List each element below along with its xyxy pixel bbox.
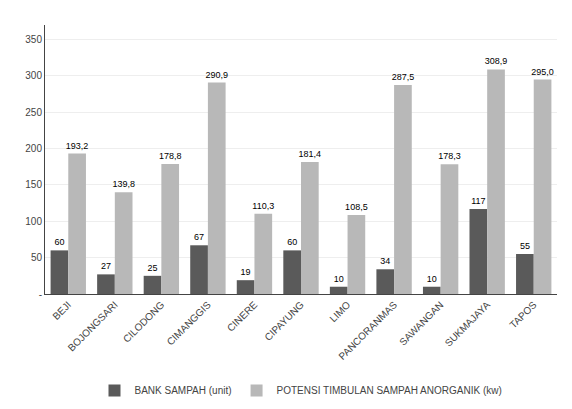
svg-text:19: 19 bbox=[241, 267, 251, 277]
svg-text:67: 67 bbox=[194, 232, 204, 242]
svg-text:178,3: 178,3 bbox=[438, 151, 461, 161]
svg-text:10: 10 bbox=[427, 274, 437, 284]
svg-text:-: - bbox=[39, 289, 42, 300]
svg-text:178,8: 178,8 bbox=[159, 151, 182, 161]
svg-text:60: 60 bbox=[287, 237, 297, 247]
svg-text:295,0: 295,0 bbox=[531, 67, 554, 77]
svg-text:250: 250 bbox=[25, 107, 42, 118]
svg-text:50: 50 bbox=[31, 252, 43, 263]
svg-text:139,8: 139,8 bbox=[112, 179, 135, 189]
svg-text:117: 117 bbox=[471, 196, 485, 206]
svg-text:34: 34 bbox=[380, 256, 390, 266]
svg-text:PANCORANMAS: PANCORANMAS bbox=[336, 299, 399, 362]
svg-text:55: 55 bbox=[520, 241, 530, 251]
svg-text:CILODONG: CILODONG bbox=[121, 299, 167, 345]
svg-text:108,5: 108,5 bbox=[345, 202, 368, 212]
svg-text:110,3: 110,3 bbox=[252, 201, 274, 211]
svg-text:60: 60 bbox=[54, 237, 64, 247]
svg-text:10: 10 bbox=[334, 274, 344, 284]
svg-text:POTENSI TIMBULAN SAMPAH ANORGA: POTENSI TIMBULAN SAMPAH ANORGANIK (kw) bbox=[277, 385, 502, 396]
svg-text:SAWANGAN: SAWANGAN bbox=[397, 299, 446, 348]
svg-text:BEJI: BEJI bbox=[51, 299, 74, 322]
svg-text:300: 300 bbox=[25, 70, 42, 81]
svg-text:193,2: 193,2 bbox=[66, 141, 89, 151]
svg-text:200: 200 bbox=[25, 143, 42, 154]
svg-text:BANK SAMPAH (unit): BANK SAMPAH (unit) bbox=[135, 385, 232, 396]
svg-text:CIPAYUNG: CIPAYUNG bbox=[262, 299, 306, 343]
svg-text:287,5: 287,5 bbox=[392, 72, 415, 82]
svg-text:308,9: 308,9 bbox=[485, 56, 508, 66]
svg-text:350: 350 bbox=[25, 34, 42, 45]
svg-text:150: 150 bbox=[25, 179, 42, 190]
svg-text:100: 100 bbox=[25, 216, 42, 227]
svg-text:27: 27 bbox=[101, 261, 111, 271]
svg-text:BOJONGSARI: BOJONGSARI bbox=[66, 299, 120, 353]
svg-text:SUKMAJAYA: SUKMAJAYA bbox=[443, 299, 493, 349]
svg-text:25: 25 bbox=[148, 263, 158, 273]
svg-text:CIMANGGIS: CIMANGGIS bbox=[165, 299, 213, 347]
svg-text:290,9: 290,9 bbox=[205, 70, 228, 80]
svg-text:CINERE: CINERE bbox=[225, 299, 260, 334]
svg-text:181,4: 181,4 bbox=[299, 149, 322, 159]
svg-text:TAPOS: TAPOS bbox=[507, 299, 538, 330]
svg-text:LIMO: LIMO bbox=[327, 299, 352, 324]
